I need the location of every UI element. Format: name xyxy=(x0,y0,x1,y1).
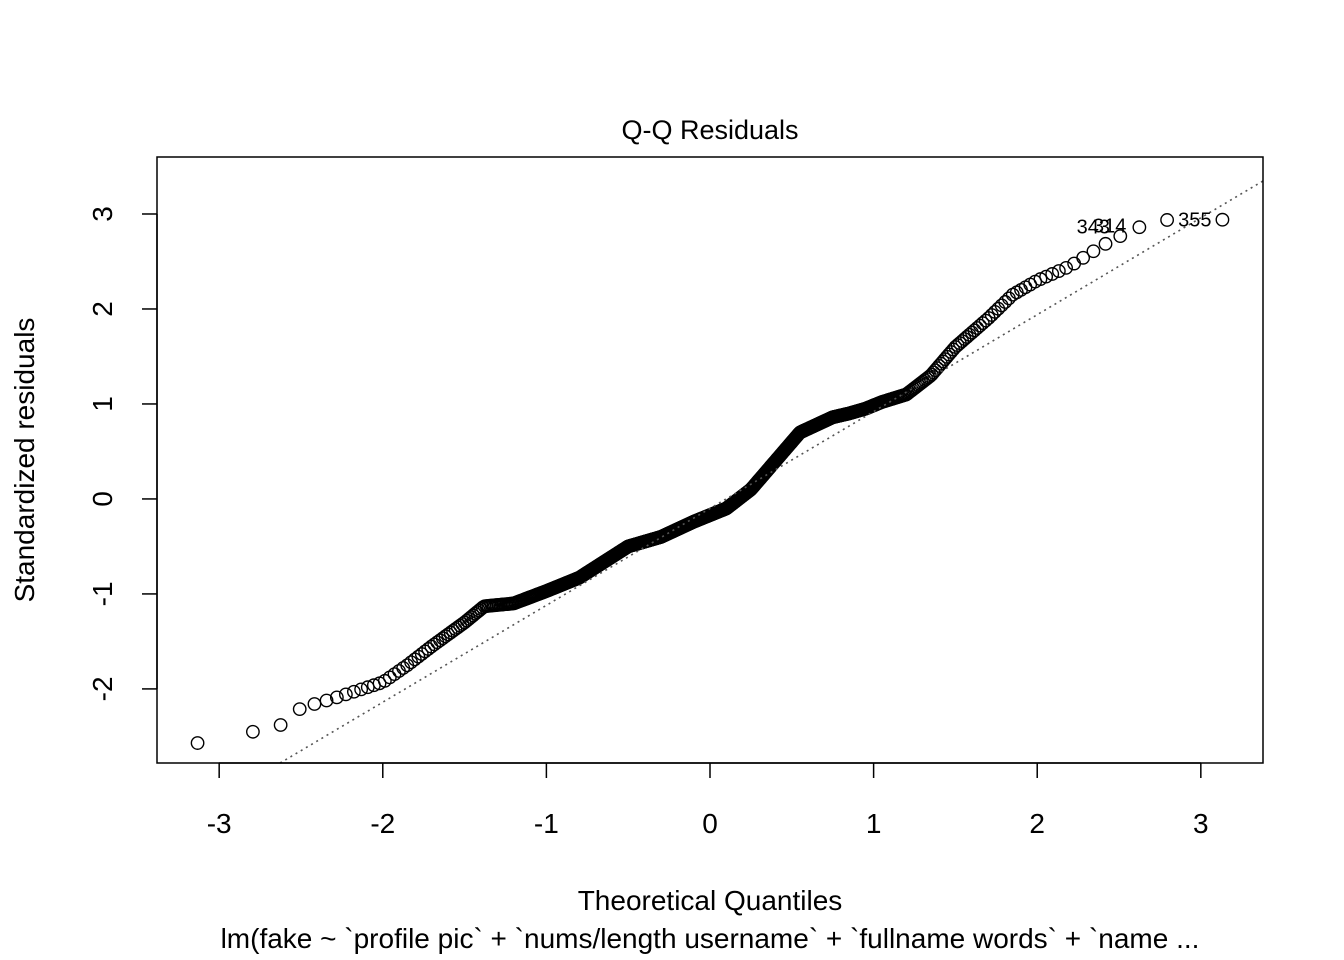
reference-line-layer xyxy=(279,180,1264,764)
data-point xyxy=(450,620,465,635)
y-tick-label: 3 xyxy=(87,206,118,222)
data-point xyxy=(448,622,463,636)
x-tick-label: -1 xyxy=(534,808,559,839)
y-tick-label: 1 xyxy=(87,396,118,412)
data-point xyxy=(1215,212,1230,227)
data-point xyxy=(962,327,977,342)
data-point xyxy=(446,623,460,638)
data-point xyxy=(1113,229,1128,244)
data-point xyxy=(392,664,406,678)
y-tick-label: 2 xyxy=(87,301,118,317)
data-point xyxy=(1076,250,1091,265)
data-point xyxy=(338,687,353,702)
x-tick-label: 2 xyxy=(1029,808,1045,839)
y-axis: -2 -1 0 1 2 3 xyxy=(87,206,158,701)
y-tick-label: -1 xyxy=(87,581,118,606)
x-tick-label: 3 xyxy=(1193,808,1209,839)
data-point xyxy=(273,718,288,732)
data-point xyxy=(1059,260,1074,275)
data-point xyxy=(407,652,422,667)
data-point xyxy=(994,298,1009,313)
data-point xyxy=(1045,267,1060,281)
data-point xyxy=(1051,264,1066,278)
chart-title: Q-Q Residuals xyxy=(621,115,798,145)
data-point xyxy=(1002,291,1016,306)
x-axis-label: Theoretical Quantiles xyxy=(578,885,843,916)
x-tick-label: 0 xyxy=(702,808,718,839)
data-point xyxy=(1098,236,1113,251)
y-tick-label: -2 xyxy=(87,676,118,701)
plot-frame xyxy=(156,156,1264,764)
outlier-label: 355 xyxy=(1178,210,1211,232)
y-axis-label: Standardized residuals xyxy=(9,318,40,603)
data-point xyxy=(190,736,205,750)
data-point xyxy=(319,693,334,708)
data-point xyxy=(921,370,936,385)
x-tick-label: 1 xyxy=(866,808,882,839)
data-point xyxy=(965,325,979,340)
data-point xyxy=(1132,220,1147,235)
x-tick-label: -3 xyxy=(207,808,232,839)
data-point xyxy=(998,295,1013,309)
data-point xyxy=(329,690,344,705)
data-point xyxy=(292,702,307,717)
data-points xyxy=(190,212,1230,750)
data-point xyxy=(346,684,361,699)
data-point xyxy=(1086,244,1101,259)
x-tick-label: -2 xyxy=(370,808,395,839)
outlier-label: 314 xyxy=(1093,215,1126,237)
y-tick-label: 0 xyxy=(87,491,118,507)
data-point xyxy=(245,724,260,739)
x-axis: -3 -2 -1 0 1 2 3 xyxy=(207,762,1209,839)
data-point xyxy=(1039,269,1054,284)
qq-reference-line xyxy=(279,180,1264,764)
data-point xyxy=(307,697,322,711)
data-point xyxy=(1160,213,1175,227)
data-point xyxy=(354,682,369,697)
outlier-label: 343 xyxy=(1077,216,1110,238)
model-formula-subtitle: lm(fake ~ `profile pic` + `nums/length u… xyxy=(221,923,1200,954)
